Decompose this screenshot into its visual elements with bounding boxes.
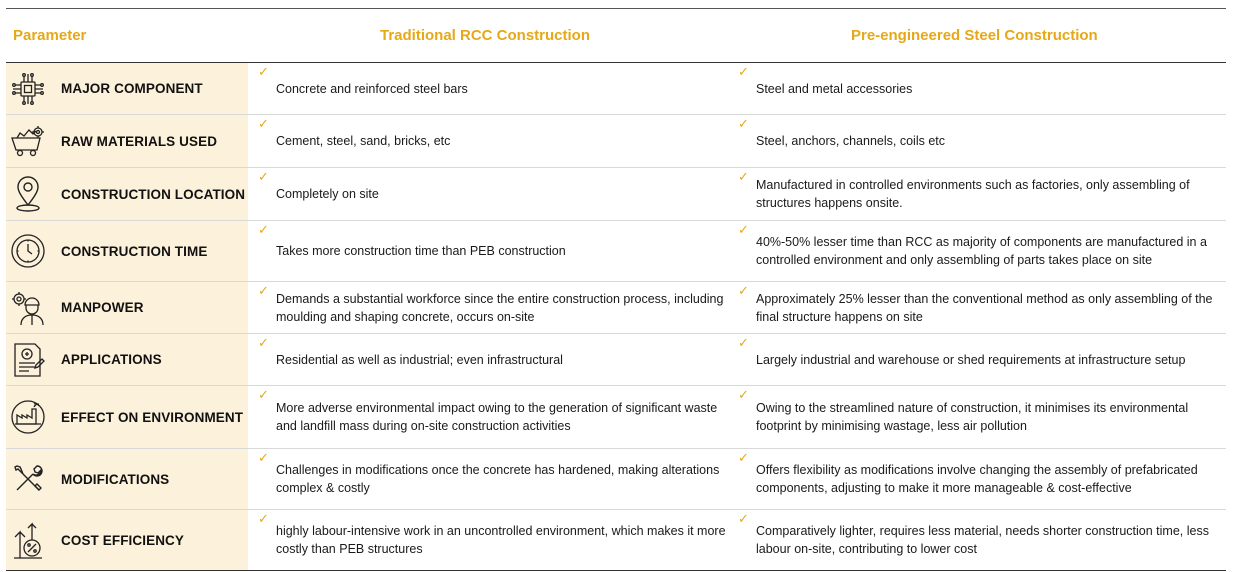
peb-cell: ✓ 40%-50% lesser time than RCC as majori… — [738, 221, 1226, 281]
check-icon: ✓ — [258, 387, 269, 402]
peb-text: Offers flexibility as modifications invo… — [756, 463, 1198, 495]
parameter-name: RAW MATERIALS USED — [61, 133, 218, 149]
parameter-name: MANPOWER — [61, 300, 144, 315]
peb-text: Owing to the streamlined nature of const… — [756, 401, 1189, 433]
peb-cell: ✓ Steel and metal accessories — [738, 63, 1226, 114]
check-icon: ✓ — [258, 64, 269, 79]
document-user-icon — [6, 341, 50, 379]
parameter-cell: EFFECT ON ENVIRONMENT — [6, 386, 248, 448]
rcc-cell: ✓ Challenges in modifications once the c… — [248, 449, 738, 509]
parameter-name: MODIFICATIONS — [61, 471, 170, 487]
table-row: COST EFFICIENCY ✓ highly labour-intensiv… — [6, 510, 1226, 571]
check-icon: ✓ — [738, 222, 749, 237]
check-icon: ✓ — [738, 169, 749, 184]
rcc-cell: ✓ Concrete and reinforced steel bars — [248, 63, 738, 114]
rcc-cell: ✓ Takes more construction time than PEB … — [248, 221, 738, 281]
peb-cell: ✓ Offers flexibility as modifications in… — [738, 449, 1226, 509]
table-row: CONSTRUCTION LOCATION ✓ Completely on si… — [6, 168, 1226, 221]
rcc-text: Cement, steel, sand, bricks, etc — [276, 134, 451, 148]
check-icon: ✓ — [738, 387, 749, 402]
table-body: MAJOR COMPONENT ✓ Concrete and reinforce… — [6, 63, 1226, 571]
parameter-cell: COST EFFICIENCY — [6, 510, 248, 570]
table-row: MANPOWER ✓ Demands a substantial workfor… — [6, 282, 1226, 334]
header-peb: Pre-engineered Steel Construction — [851, 27, 1098, 44]
table-row: MAJOR COMPONENT ✓ Concrete and reinforce… — [6, 63, 1226, 115]
header-parameter: Parameter — [13, 27, 87, 44]
table-row: MODIFICATIONS ✓ Challenges in modificati… — [6, 449, 1226, 510]
peb-cell: ✓ Manufactured in controlled environment… — [738, 168, 1226, 220]
parameter-cell: APPLICATIONS — [6, 334, 248, 385]
parameter-name: MAJOR COMPONENT — [61, 81, 203, 96]
check-icon: ✓ — [738, 511, 749, 526]
rcc-text: Residential as well as industrial; even … — [276, 352, 563, 367]
rcc-cell: ✓ More adverse environmental impact owin… — [248, 386, 738, 448]
peb-text: 40%-50% lesser time than RCC as majority… — [756, 235, 1207, 267]
peb-cell: ✓ Owing to the streamlined nature of con… — [738, 386, 1226, 448]
check-icon: ✓ — [258, 335, 269, 350]
check-icon: ✓ — [258, 222, 269, 237]
top-rule — [6, 8, 1226, 9]
rcc-text: Demands a substantial workforce since th… — [276, 291, 724, 324]
parameter-cell: CONSTRUCTION LOCATION — [6, 168, 248, 220]
microchip-icon — [6, 71, 50, 107]
parameter-cell: MAJOR COMPONENT — [6, 63, 248, 114]
peb-cell: ✓ Approximately 25% lesser than the conv… — [738, 282, 1226, 333]
stopwatch-icon — [6, 232, 50, 270]
check-icon: ✓ — [738, 64, 749, 79]
check-icon: ✓ — [258, 169, 269, 184]
check-icon: ✓ — [258, 511, 269, 526]
check-icon: ✓ — [738, 116, 749, 131]
parameter-cell: MANPOWER — [6, 282, 248, 333]
table-row: APPLICATIONS ✓ Residential as well as in… — [6, 334, 1226, 386]
parameter-name: EFFECT ON ENVIRONMENT — [61, 409, 244, 425]
mine-cart-icon — [6, 124, 50, 158]
rcc-cell: ✓ Cement, steel, sand, bricks, etc — [248, 115, 738, 167]
check-icon: ✓ — [258, 450, 269, 465]
parameter-name: CONSTRUCTION LOCATION — [61, 186, 246, 202]
check-icon: ✓ — [258, 283, 269, 298]
parameter-cell: CONSTRUCTION TIME — [6, 221, 248, 281]
peb-cell: ✓ Comparatively lighter, requires less m… — [738, 510, 1226, 570]
table-row: CONSTRUCTION TIME ✓ Takes more construct… — [6, 221, 1226, 282]
rcc-cell: ✓ Completely on site — [248, 168, 738, 220]
rcc-cell: ✓ Residential as well as industrial; eve… — [248, 334, 738, 385]
rcc-cell: ✓ Demands a substantial workforce since … — [248, 282, 738, 333]
rcc-text: highly labour-intensive work in an uncon… — [276, 524, 726, 556]
tools-icon — [6, 462, 50, 496]
rcc-cell: ✓ highly labour-intensive work in an unc… — [248, 510, 738, 570]
check-icon: ✓ — [738, 450, 749, 465]
parameter-cell: MODIFICATIONS — [6, 449, 248, 509]
peb-text: Approximately 25% lesser than the conven… — [756, 291, 1213, 324]
parameter-name: CONSTRUCTION TIME — [61, 243, 208, 259]
peb-text: Largely industrial and warehouse or shed… — [756, 352, 1186, 367]
check-icon: ✓ — [738, 283, 749, 298]
worker-gears-icon — [6, 289, 50, 327]
parameter-name: COST EFFICIENCY — [61, 532, 185, 548]
peb-cell: ✓ Steel, anchors, channels, coils etc — [738, 115, 1226, 167]
rcc-text: Challenges in modifications once the con… — [276, 463, 720, 495]
peb-text: Manufactured in controlled environments … — [756, 178, 1190, 210]
table-row: RAW MATERIALS USED ✓ Cement, steel, sand… — [6, 115, 1226, 168]
rcc-text: Concrete and reinforced steel bars — [276, 81, 468, 96]
parameter-cell: RAW MATERIALS USED — [6, 115, 248, 167]
header-rcc: Traditional RCC Construction — [380, 27, 590, 44]
cost-growth-icon — [6, 520, 50, 560]
location-pin-icon — [6, 175, 50, 213]
peb-text: Steel and metal accessories — [756, 81, 913, 96]
parameter-name: APPLICATIONS — [61, 352, 162, 367]
rcc-text: More adverse environmental impact owing … — [276, 401, 718, 433]
table-header: Parameter Traditional RCC Construction P… — [6, 9, 1226, 63]
peb-text: Comparatively lighter, requires less mat… — [756, 524, 1209, 556]
check-icon: ✓ — [738, 335, 749, 350]
factory-environment-icon — [6, 398, 50, 436]
rcc-text: Takes more construction time than PEB co… — [276, 244, 566, 258]
peb-cell: ✓ Largely industrial and warehouse or sh… — [738, 334, 1226, 385]
table-row: EFFECT ON ENVIRONMENT ✓ More adverse env… — [6, 386, 1226, 449]
rcc-text: Completely on site — [276, 187, 379, 201]
check-icon: ✓ — [258, 116, 269, 131]
peb-text: Steel, anchors, channels, coils etc — [756, 134, 945, 148]
